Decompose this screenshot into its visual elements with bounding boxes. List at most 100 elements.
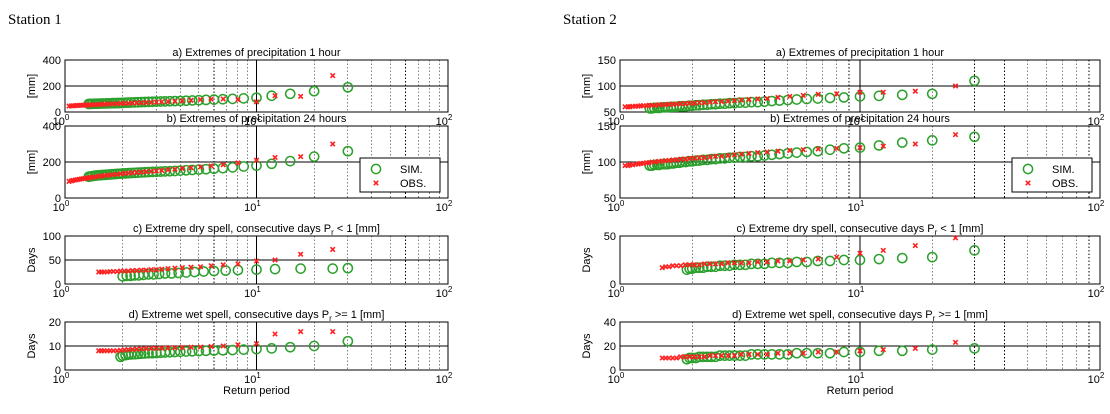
y-tick-label: 50 — [604, 107, 616, 119]
obs-point — [696, 262, 703, 268]
chart-panel-s1-d: d) Extreme wet spell, consecutive days P… — [26, 309, 453, 397]
obs-point — [701, 261, 708, 267]
sim-point — [801, 93, 813, 105]
obs-point — [148, 345, 154, 352]
x-tick-label: 101 — [848, 285, 865, 300]
obs-point — [179, 98, 186, 104]
sim-point — [854, 346, 866, 358]
sim-point — [308, 151, 320, 162]
sim-point — [200, 163, 212, 175]
obs-point — [253, 258, 260, 264]
y-tick-label: 400 — [43, 55, 61, 67]
obs-point — [272, 154, 278, 161]
obs-point — [682, 354, 689, 360]
obs-point — [297, 153, 304, 160]
obs-point — [148, 99, 154, 106]
obs-point — [686, 262, 693, 268]
obs-point — [701, 99, 708, 106]
x-tick-label: 100 — [53, 113, 70, 128]
obs-point — [158, 99, 165, 105]
obs-point — [731, 260, 738, 266]
sim-point — [164, 165, 176, 177]
x-tick-label: 102 — [1088, 199, 1105, 214]
sim-point — [174, 346, 186, 358]
axes-frame — [619, 59, 1101, 113]
obs-point — [208, 163, 214, 169]
obs-point — [188, 344, 194, 350]
sim-point — [746, 349, 757, 360]
obs-point — [731, 97, 738, 104]
axes-frame — [64, 235, 449, 285]
sim-point — [838, 142, 850, 154]
obs-point — [701, 154, 708, 161]
y-axis-label: Days — [26, 247, 38, 273]
sim-point — [266, 158, 278, 170]
sim-point — [269, 263, 281, 275]
y-tick-label: 400 — [43, 121, 61, 133]
obs-point — [272, 331, 278, 337]
obs-point — [686, 354, 693, 360]
x-axis-label: Return period — [827, 385, 894, 397]
obs-point — [815, 146, 822, 152]
y-tick-label: 150 — [598, 55, 616, 67]
obs-point — [677, 156, 684, 162]
sim-point — [266, 90, 278, 102]
obs-point — [833, 254, 840, 260]
sim-point — [284, 155, 296, 167]
obs-point — [755, 149, 761, 156]
obs-point — [165, 265, 171, 272]
obs-point — [208, 343, 214, 350]
obs-point — [197, 263, 204, 270]
sim-point — [752, 96, 764, 108]
sim-point — [238, 161, 250, 172]
sim-point — [198, 266, 210, 277]
y-axis-label: [mm] — [26, 150, 38, 174]
obs-point — [800, 257, 806, 263]
sim-series — [117, 262, 354, 282]
sim-point — [838, 254, 850, 266]
obs-point — [833, 145, 840, 152]
obs-point — [857, 348, 863, 354]
legend: SIM. OBS. — [359, 157, 441, 193]
axes-frame — [619, 125, 1101, 199]
obs-point — [677, 354, 684, 360]
obs-point — [755, 351, 761, 358]
legend-sim-label: SIM. — [400, 164, 423, 176]
obs-point — [880, 143, 887, 149]
sim-point — [295, 263, 306, 274]
x-tick-label: 100 — [53, 371, 70, 386]
obs-point — [787, 258, 793, 264]
y-tick-label: 50 — [49, 255, 61, 267]
obs-series — [66, 72, 336, 109]
obs-point — [880, 89, 887, 96]
sim-point — [143, 166, 154, 178]
obs-point — [329, 246, 336, 253]
obs-point — [696, 154, 703, 161]
sim-point — [969, 343, 980, 354]
panel-title: b) Extremes of precipitation 24 hours — [770, 113, 950, 125]
sim-point — [115, 351, 126, 363]
sim-point — [173, 267, 184, 279]
sim-point — [873, 90, 885, 102]
obs-point — [718, 352, 725, 359]
sim-point — [308, 85, 320, 97]
obs-point — [682, 156, 689, 162]
obs-point — [718, 261, 725, 267]
obs-point — [125, 346, 132, 353]
x-tick-label: 101 — [848, 113, 865, 128]
y-axis-label: Days — [581, 333, 593, 359]
sim-point — [791, 147, 803, 158]
y-axis-label: Days — [26, 333, 38, 359]
obs-point — [165, 98, 171, 105]
x-tick-label: 101 — [244, 371, 261, 386]
obs-point — [253, 157, 260, 163]
y-tick-label: 0 — [55, 365, 61, 377]
sim-point — [896, 345, 908, 357]
obs-point — [329, 141, 336, 147]
obs-point — [673, 262, 680, 269]
obs-point — [143, 168, 149, 175]
sim-point — [193, 94, 205, 106]
sim-point — [873, 253, 885, 265]
obs-point — [172, 98, 178, 104]
x-tick-label: 102 — [436, 113, 453, 128]
